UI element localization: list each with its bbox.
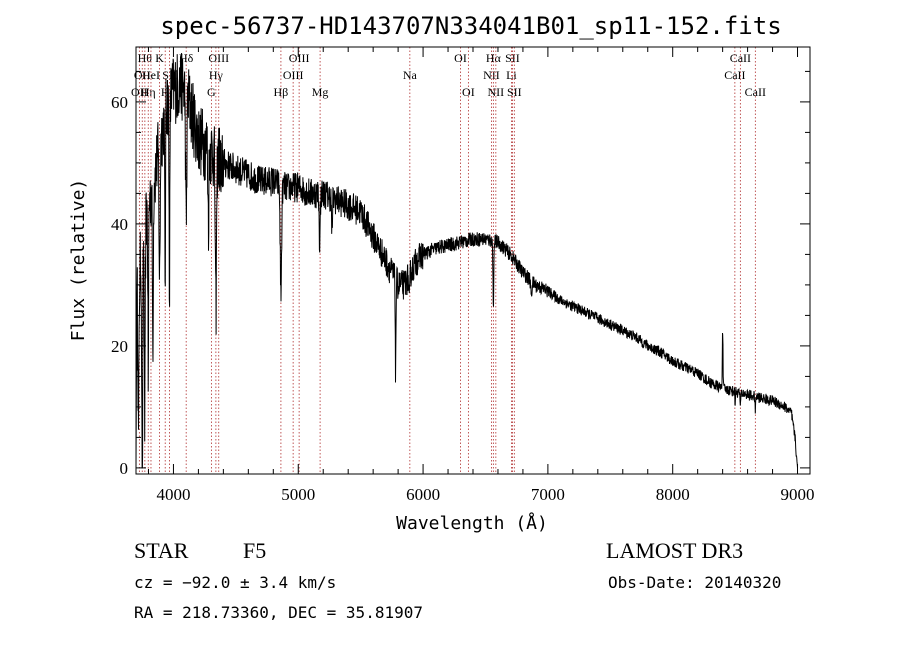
spectral-line-label: HeI xyxy=(142,68,160,82)
y-tick-label: 0 xyxy=(120,459,129,478)
x-tick-label: 9000 xyxy=(781,485,815,504)
y-tick-label: 40 xyxy=(111,215,128,234)
spectral-line-label: G xyxy=(207,85,216,99)
spectral-line-label: Li xyxy=(506,68,517,82)
axis-ticks: 4000 5000 6000 7000 8000 9000 0 20 40 60 xyxy=(111,47,815,504)
flux-series-line xyxy=(135,52,798,469)
survey-name: LAMOST DR3 xyxy=(606,538,744,563)
x-tick-label: 6000 xyxy=(406,485,440,504)
object-subclass: F5 xyxy=(243,538,267,563)
plot-frame xyxy=(135,46,811,475)
spectral-line-label: SII xyxy=(507,85,522,99)
x-tick-label: 8000 xyxy=(656,485,690,504)
object-class: STAR xyxy=(134,538,189,563)
spectral-line-label: CaII xyxy=(724,68,745,82)
x-axis-title: Wavelength (Å) xyxy=(396,512,548,534)
spectral-line-label: SII xyxy=(505,51,520,65)
spectral-line-label: NII xyxy=(488,85,505,99)
spectral-line-label: Hη xyxy=(141,85,156,99)
y-tick-label: 20 xyxy=(111,337,128,356)
spectral-line-label: OIII xyxy=(208,51,229,65)
spectral-line-label: Hα xyxy=(486,51,502,65)
spectral-line-label: OI xyxy=(462,85,475,99)
spectral-line-label: Hγ xyxy=(209,68,224,82)
spectral-line-label: CaII xyxy=(730,51,751,65)
observation-date: Obs-Date: 20140320 xyxy=(608,573,782,592)
spectral-line-label: H xyxy=(161,85,170,99)
spectrum-chart: spec-56737-HD143707N334041B01_sp11-152.f… xyxy=(68,12,815,534)
spectral-line-label: CaII xyxy=(745,85,766,99)
spectral-line-label: OII xyxy=(131,85,148,99)
x-tick-label: 4000 xyxy=(156,485,190,504)
x-tick-label: 7000 xyxy=(531,485,565,504)
spectral-line-label: Na xyxy=(403,68,418,82)
y-tick-label: 60 xyxy=(111,93,128,112)
spectral-line-label: OIII xyxy=(289,51,310,65)
spectral-line-label: NII xyxy=(483,68,500,82)
coordinates: RA = 218.73360, DEC = 35.81907 xyxy=(134,603,423,622)
series-layer xyxy=(135,52,798,469)
redshift-readout: cz = −92.0 ± 3.4 km/s xyxy=(134,573,337,592)
x-tick-label: 5000 xyxy=(281,485,315,504)
y-axis-title: Flux (relative) xyxy=(68,179,89,342)
chart-title: spec-56737-HD143707N334041B01_sp11-152.f… xyxy=(160,12,781,40)
spectral-line-label: Mg xyxy=(312,85,329,99)
spectral-line-label: Hβ xyxy=(274,85,289,99)
spectral-line-label: K xyxy=(155,51,164,65)
spectral-line-label: OI xyxy=(454,51,467,65)
spectral-lines-layer: OIIOIIHθHηHeIKHSIIHδGHγOIIIHβOIIIOIIIMgN… xyxy=(131,47,766,474)
spectral-line-label: Hθ xyxy=(138,51,153,65)
spectral-line-label: OIII xyxy=(283,68,304,82)
